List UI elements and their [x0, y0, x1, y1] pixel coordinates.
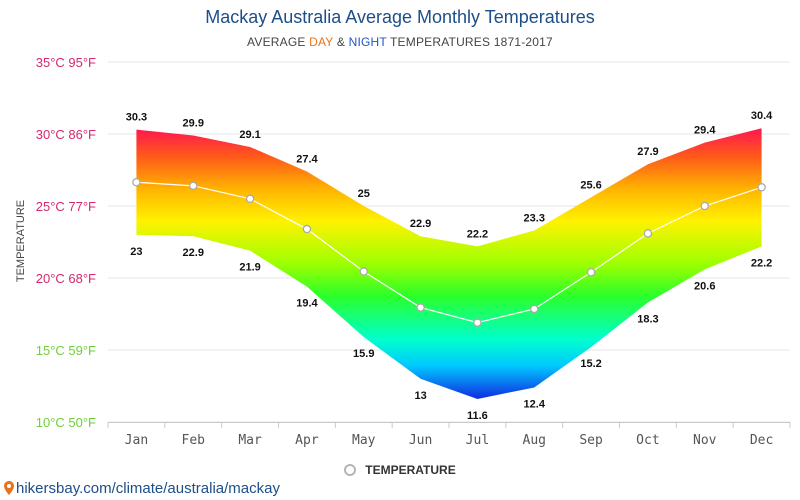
night-value-label: 20.6 [694, 280, 715, 292]
temperature-marker [757, 183, 766, 192]
y-tick-label: 25°C 77°F [36, 199, 96, 214]
day-value-label: 30.4 [751, 110, 773, 122]
x-tick-label: Apr [295, 433, 319, 448]
temperature-marker [643, 229, 653, 238]
subtitle-amp: & [333, 35, 349, 49]
day-value-label: 29.4 [694, 125, 716, 137]
temperature-marker [245, 194, 255, 204]
chart-subtitle: AVERAGE DAY & NIGHT TEMPERATURES 1871-20… [0, 35, 800, 49]
subtitle-night: NIGHT [348, 35, 387, 49]
night-value-label: 15.9 [353, 348, 374, 360]
subtitle-suffix: TEMPERATURES 1871-2017 [386, 35, 553, 49]
subtitle-prefix: AVERAGE [247, 35, 310, 49]
x-tick-label: Nov [693, 433, 717, 448]
map-pin-icon [4, 481, 14, 495]
day-value-label: 27.9 [637, 146, 658, 158]
temperature-marker [302, 224, 312, 234]
temperature-marker [586, 267, 596, 277]
legend[interactable]: TEMPERATURE [0, 463, 800, 477]
legend-marker-icon [344, 464, 357, 476]
temperature-marker [359, 267, 368, 276]
x-tick-label: Aug [523, 433, 546, 448]
day-value-label: 29.9 [183, 117, 204, 129]
night-value-label: 18.3 [637, 313, 658, 325]
temperature-marker [188, 181, 198, 191]
day-night-band [136, 128, 762, 399]
y-tick-label: 35°C 95°F [36, 55, 96, 70]
day-value-label: 25.6 [580, 179, 601, 191]
night-value-label: 11.6 [467, 410, 488, 422]
night-value-label: 21.9 [239, 262, 260, 274]
day-value-label: 25 [358, 188, 370, 200]
temperature-marker [416, 303, 425, 312]
legend-label: TEMPERATURE [365, 463, 456, 477]
source-text: hikersbay.com/climate/australia/mackay [16, 480, 280, 497]
x-axis: Jan Feb Mar Apr May Jun Jul Aug Sep Oct Nov Dec [107, 422, 791, 448]
temperature-markers [132, 177, 766, 327]
y-tick-label: 30°C 86°F [36, 127, 96, 142]
y-tick-label: 15°C 59°F [36, 343, 96, 358]
temperature-marker [700, 201, 710, 211]
y-axis: 35°C 95°F 30°C 86°F 25°C 77°F 20°C 68°F 15°C… [36, 55, 96, 430]
night-value-label: 13 [414, 390, 426, 402]
night-value-label: 15.2 [580, 358, 601, 370]
x-tick-label: Feb [182, 433, 206, 448]
x-tick-label: May [352, 433, 376, 448]
x-tick-label: Jul [466, 433, 489, 448]
x-tick-label: Jan [125, 433, 148, 448]
y-tick-label: 10°C 50°F [36, 415, 96, 430]
source-link[interactable]: hikersbay.com/climate/australia/mackay [4, 480, 280, 497]
x-tick-label: Sep [579, 433, 603, 448]
x-tick-label: Oct [636, 433, 659, 448]
night-value-label: 23 [130, 246, 142, 258]
day-value-label: 27.4 [296, 153, 318, 165]
y-axis-label: TEMPERATURE [15, 200, 27, 282]
night-value-label: 22.2 [751, 257, 772, 269]
data-labels: 30.3 29.9 29.1 27.4 25 22.9 22.2 23.3 25.6 27.9 29… [126, 110, 773, 422]
temperature-marker [132, 177, 141, 187]
temperature-marker [473, 318, 482, 327]
temperature-line [136, 181, 762, 324]
day-value-label: 23.3 [524, 212, 545, 224]
subtitle-day: DAY [309, 35, 334, 49]
day-value-label: 29.1 [239, 129, 260, 141]
night-value-label: 22.9 [183, 247, 204, 259]
y-tick-label: 20°C 68°F [36, 271, 96, 286]
day-value-label: 22.9 [410, 218, 431, 230]
day-value-label: 30.3 [126, 112, 147, 124]
night-value-label: 12.4 [524, 398, 546, 410]
x-tick-label: Jun [409, 433, 432, 448]
x-tick-label: Dec [750, 433, 773, 448]
night-value-label: 19.4 [296, 298, 318, 310]
day-value-label: 22.2 [467, 228, 488, 240]
x-tick-label: Mar [238, 433, 262, 448]
temperature-marker [530, 304, 539, 314]
chart-title: Mackay Australia Average Monthly Tempera… [205, 7, 595, 27]
